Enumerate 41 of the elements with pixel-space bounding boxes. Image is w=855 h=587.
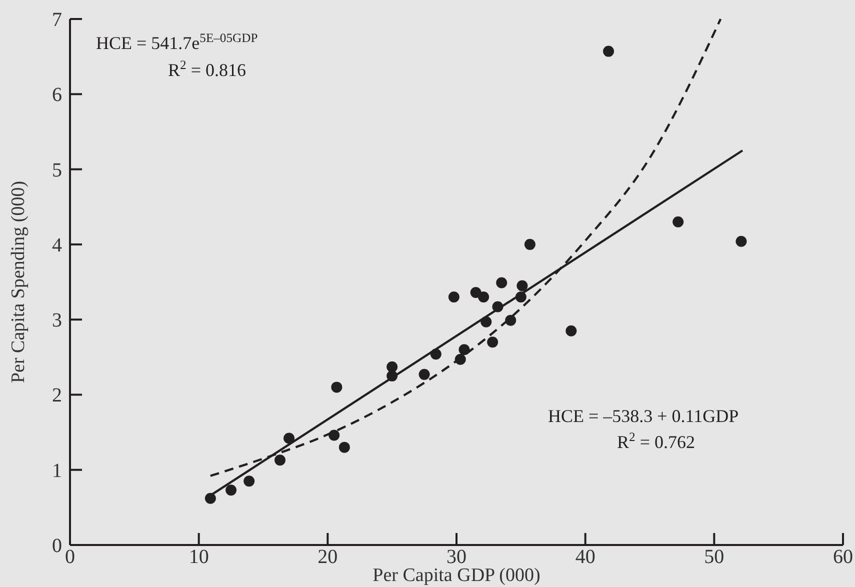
y-tick-label: 3 <box>52 310 62 332</box>
x-tick-label: 10 <box>188 546 209 568</box>
point <box>736 236 747 247</box>
point <box>284 432 295 444</box>
y-tick-label: 4 <box>52 234 62 256</box>
y-tick-label: 2 <box>52 384 62 407</box>
point <box>274 454 286 466</box>
point <box>338 442 350 453</box>
point <box>496 277 508 288</box>
point <box>458 344 470 356</box>
point <box>672 216 684 228</box>
annotation: R$^{2}$ = 0.762 <box>617 430 695 452</box>
annotation: HCE = –538.3 + 0.11GDP <box>548 406 739 426</box>
point <box>516 280 528 292</box>
point <box>603 46 614 57</box>
point <box>448 292 460 303</box>
x-tick-label: 30 <box>446 546 466 568</box>
point <box>386 361 398 372</box>
point <box>487 336 498 348</box>
y-tick-label: 6 <box>52 84 62 106</box>
y-axis-title: Per Capita Spending (000) <box>8 180 29 384</box>
y-tick-label: 1 <box>52 460 62 482</box>
x-tick-label: 60 <box>833 546 853 568</box>
point <box>328 430 340 441</box>
point <box>418 368 430 380</box>
y-tick-label: 5 <box>52 159 62 182</box>
point <box>226 484 237 496</box>
annotation: HCE = 541.7e$^{5E–05GDP}$ <box>96 31 258 53</box>
point <box>478 292 490 303</box>
point <box>505 314 516 326</box>
point <box>524 238 536 250</box>
x-axis-title: Per Capita GDP (000) <box>372 565 540 586</box>
x-tick-label: 50 <box>704 546 724 568</box>
point <box>204 492 216 504</box>
point <box>566 325 577 336</box>
x-tick-label: 40 <box>575 546 596 568</box>
annotation: R$^{2}$ = 0.816 <box>168 58 246 80</box>
point <box>331 382 342 393</box>
point <box>244 476 255 487</box>
x-tick-label: 20 <box>318 546 338 568</box>
y-tick-label: 7 <box>52 9 62 31</box>
